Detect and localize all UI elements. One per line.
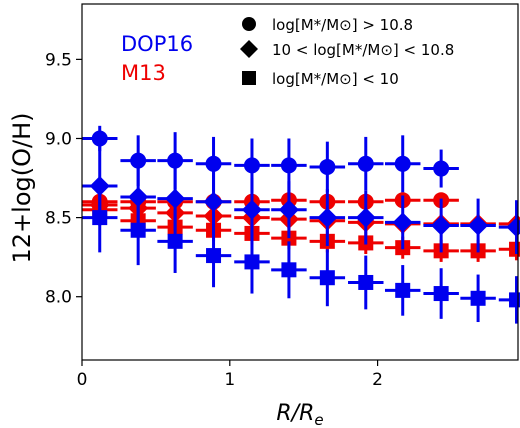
data-point-circle [357, 155, 374, 172]
data-point-square [470, 290, 486, 306]
data-point-circle [205, 155, 222, 172]
x-axis-label-subscript: e [314, 411, 323, 428]
method-labels: DOP16 M13 [121, 32, 193, 85]
x-axis-label: R/Re [276, 401, 323, 428]
axis-ticks: 0 1 2 8.0 8.5 9.0 9.5 [45, 50, 383, 390]
series-dop16-square [82, 182, 520, 324]
data-point-square [281, 262, 297, 278]
data-point-circle [394, 155, 411, 172]
data-point-diamond [278, 199, 299, 220]
data-point-diamond [431, 215, 452, 236]
data-point-diamond [241, 199, 262, 220]
data-point-diamond [355, 207, 376, 228]
legend-label-low-mass: log[M*/M⊙] < 10 [272, 70, 399, 88]
data-point-diamond [317, 207, 338, 228]
series-layer [82, 125, 520, 324]
x-axis-label-main: R/R [276, 401, 314, 426]
marker-legend: log[M*/M⊙] > 10.8 10 < log[M*/M⊙] < 10.8… [240, 16, 454, 88]
data-point-square [433, 286, 449, 302]
y-axis-label: 12+log(O/H) [8, 113, 36, 264]
data-point-diamond [165, 188, 186, 209]
data-point-circle [433, 160, 450, 177]
data-point-square [319, 270, 335, 286]
plot-frame [81, 3, 519, 361]
y-tick-label: 9.0 [45, 129, 72, 149]
data-point-circle [167, 152, 184, 169]
method-label-dop16: DOP16 [121, 32, 193, 56]
x-tick-label: 1 [224, 370, 235, 390]
x-tick-label: 2 [372, 370, 383, 390]
data-point-square [509, 241, 520, 257]
data-point-circle [91, 130, 108, 147]
data-point-circle [319, 158, 336, 175]
data-point-diamond [203, 191, 224, 212]
data-point-diamond [506, 217, 520, 238]
data-point-diamond [392, 212, 413, 233]
data-point-circle [243, 157, 260, 174]
x-tick-label: 0 [77, 370, 88, 390]
method-label-m13: M13 [121, 61, 166, 85]
y-tick-label: 8.0 [45, 288, 72, 308]
data-point-square [92, 210, 108, 226]
data-point-square [130, 222, 146, 238]
data-point-square [395, 282, 411, 298]
y-tick-label: 9.5 [45, 50, 72, 70]
legend-label-mid-mass: 10 < log[M*/M⊙] < 10.8 [272, 41, 454, 59]
series-dop16-circle [82, 125, 459, 193]
data-point-square [167, 233, 183, 249]
legend-circle-marker [242, 17, 256, 31]
data-point-square [244, 254, 260, 270]
data-point-square [206, 248, 222, 264]
y-tick-label: 8.5 [45, 209, 72, 229]
data-point-square [358, 274, 374, 290]
legend-label-high-mass: log[M*/M⊙] > 10.8 [272, 16, 413, 34]
data-point-diamond [468, 215, 489, 236]
data-point-circle [130, 152, 147, 169]
legend-diamond-marker [240, 40, 258, 58]
legend-square-marker [242, 71, 256, 85]
data-point-square [509, 292, 520, 308]
data-point-circle [280, 157, 297, 174]
